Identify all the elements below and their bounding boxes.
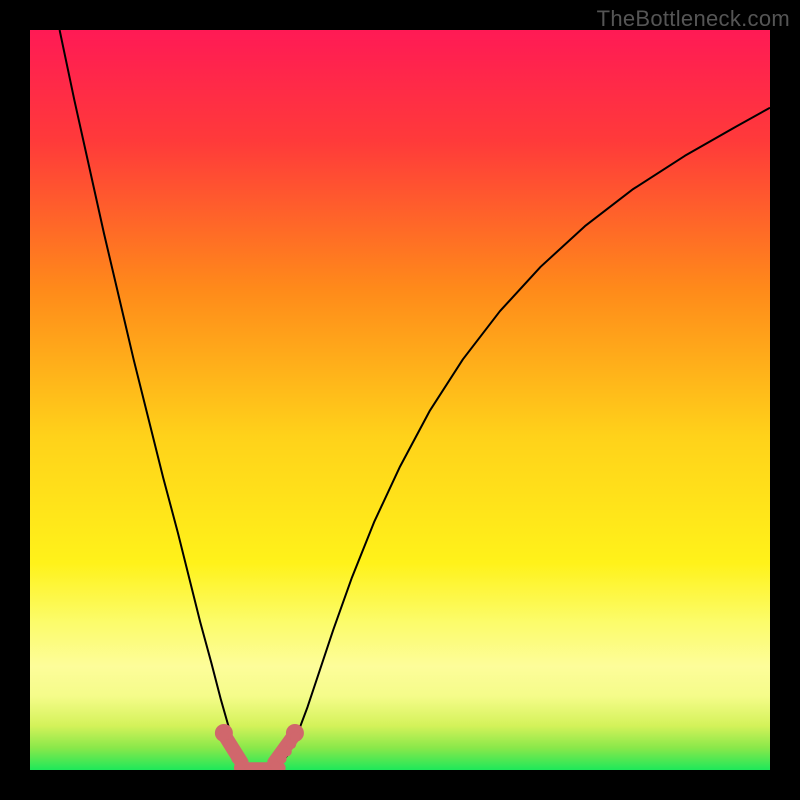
gradient-background <box>30 30 770 770</box>
gradient-v-curve-chart <box>30 30 770 770</box>
watermark-text: TheBottleneck.com <box>597 6 790 32</box>
chart-container <box>30 30 770 770</box>
